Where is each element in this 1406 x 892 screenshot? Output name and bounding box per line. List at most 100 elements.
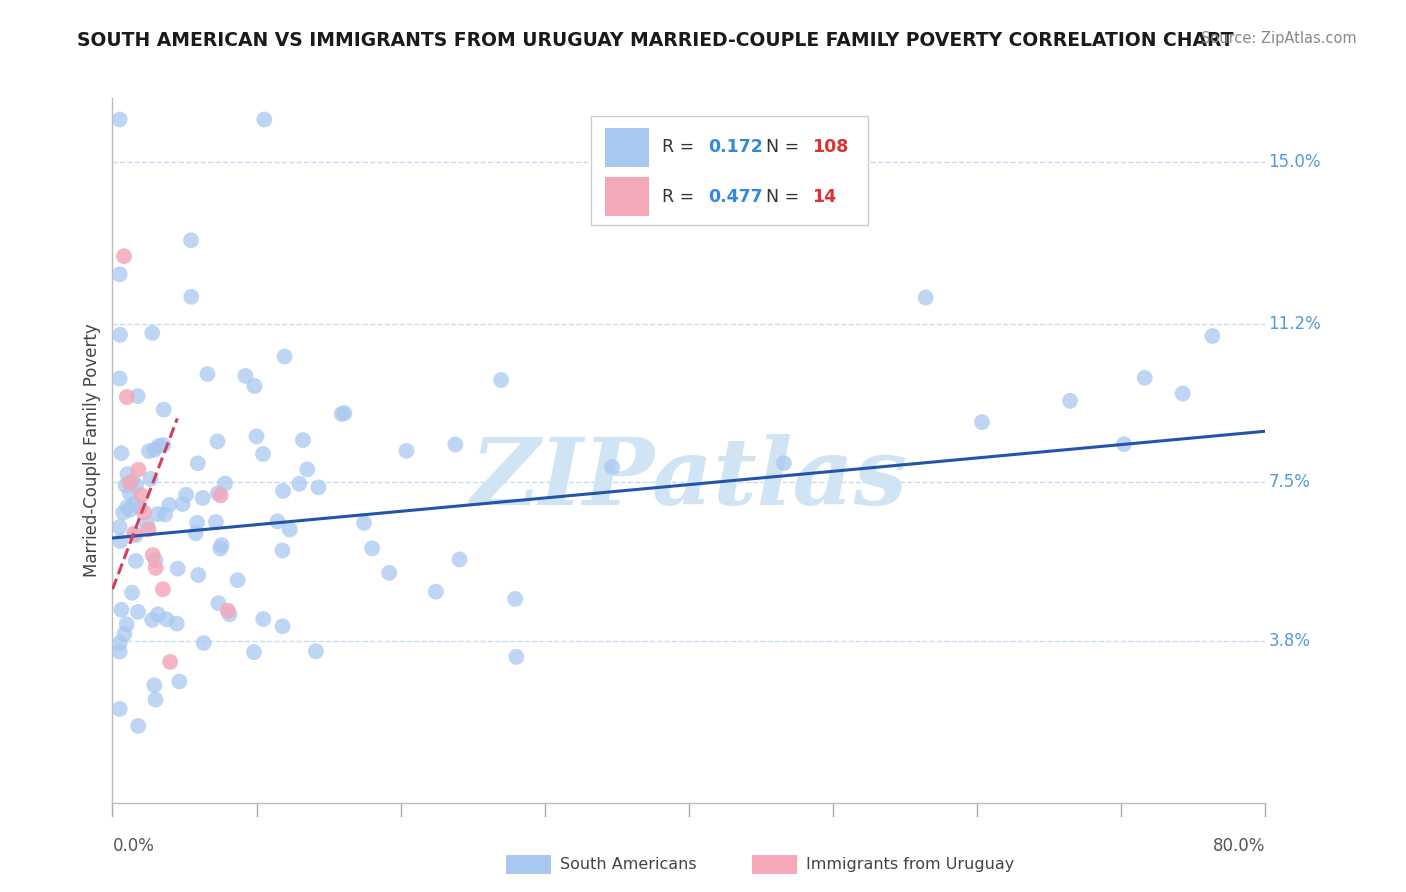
Point (307, 480, 329, 494)
FancyBboxPatch shape (591, 116, 868, 225)
Text: 80.0%: 80.0% (1213, 837, 1265, 855)
Point (186, 516, 208, 530)
Text: 3.8%: 3.8% (1268, 632, 1310, 649)
Point (108, 636, 131, 650)
Text: 0.477: 0.477 (709, 188, 763, 206)
Point (108, 520, 131, 534)
Point (1059, 393, 1081, 408)
Point (152, 402, 174, 417)
Point (207, 596, 229, 610)
Point (108, 112, 131, 127)
Point (127, 605, 149, 619)
Point (108, 645, 131, 659)
Y-axis label: Married-Couple Family Poverty: Married-Couple Family Poverty (83, 324, 101, 577)
Point (226, 573, 249, 587)
Point (180, 233, 202, 247)
Point (489, 373, 512, 387)
Point (145, 561, 167, 575)
Point (125, 478, 148, 492)
Point (600, 459, 623, 474)
Text: South Americans: South Americans (560, 857, 696, 871)
Text: N =: N = (766, 188, 806, 206)
Point (166, 616, 188, 631)
Point (124, 528, 146, 542)
Point (1133, 371, 1156, 385)
Point (449, 552, 471, 566)
Point (152, 582, 174, 597)
Point (271, 619, 294, 633)
Point (288, 476, 311, 491)
Point (395, 443, 418, 458)
Text: 0.172: 0.172 (709, 138, 763, 156)
Point (129, 500, 152, 515)
Point (444, 437, 467, 451)
Point (914, 291, 936, 305)
Point (1171, 386, 1194, 401)
Point (155, 612, 177, 626)
Point (115, 617, 138, 632)
Point (112, 506, 135, 520)
FancyBboxPatch shape (605, 178, 648, 216)
Text: Immigrants from Uruguay: Immigrants from Uruguay (806, 857, 1014, 871)
Text: 108: 108 (813, 138, 849, 156)
Point (207, 486, 229, 500)
Point (108, 371, 131, 385)
Point (235, 368, 257, 383)
Point (169, 674, 191, 689)
Point (127, 389, 149, 403)
Text: 0.0%: 0.0% (112, 837, 155, 855)
Point (108, 327, 131, 342)
FancyBboxPatch shape (605, 128, 648, 167)
Point (108, 268, 131, 282)
Point (333, 406, 356, 420)
Point (180, 290, 202, 304)
Point (110, 446, 132, 460)
Point (143, 678, 166, 692)
Point (271, 543, 294, 558)
Point (115, 390, 138, 404)
Point (378, 566, 401, 580)
Point (118, 486, 141, 500)
Point (252, 612, 274, 626)
Point (138, 444, 160, 458)
Point (152, 438, 174, 452)
Point (129, 488, 153, 502)
Point (197, 367, 219, 381)
Text: 11.2%: 11.2% (1268, 316, 1322, 334)
Point (191, 491, 214, 505)
Point (361, 541, 384, 556)
Text: SOUTH AMERICAN VS IMMIGRANTS FROM URUGUAY MARRIED-COUPLE FAMILY POVERTY CORRELAT: SOUTH AMERICAN VS IMMIGRANTS FROM URUGUA… (77, 31, 1234, 50)
Text: 15.0%: 15.0% (1268, 153, 1320, 171)
Text: R =: R = (662, 188, 700, 206)
Point (127, 719, 149, 733)
Point (146, 607, 169, 622)
Point (118, 502, 141, 516)
Point (245, 429, 267, 443)
Point (157, 498, 180, 512)
Point (146, 507, 169, 521)
Point (122, 497, 145, 511)
Point (134, 505, 156, 519)
Point (503, 591, 526, 606)
Point (266, 514, 288, 528)
Point (193, 636, 215, 650)
Text: R =: R = (662, 138, 700, 156)
Point (214, 476, 236, 491)
Point (1201, 329, 1223, 343)
Point (253, 112, 276, 127)
Point (141, 613, 163, 627)
Point (121, 475, 143, 489)
Point (425, 584, 447, 599)
Point (505, 649, 527, 664)
Point (773, 456, 796, 470)
Point (136, 517, 159, 532)
Point (174, 488, 197, 502)
Point (252, 447, 274, 461)
Point (110, 603, 132, 617)
Point (148, 439, 170, 453)
Point (273, 350, 295, 364)
Point (143, 442, 166, 457)
Point (209, 488, 232, 502)
Point (138, 523, 160, 537)
Point (243, 645, 266, 659)
